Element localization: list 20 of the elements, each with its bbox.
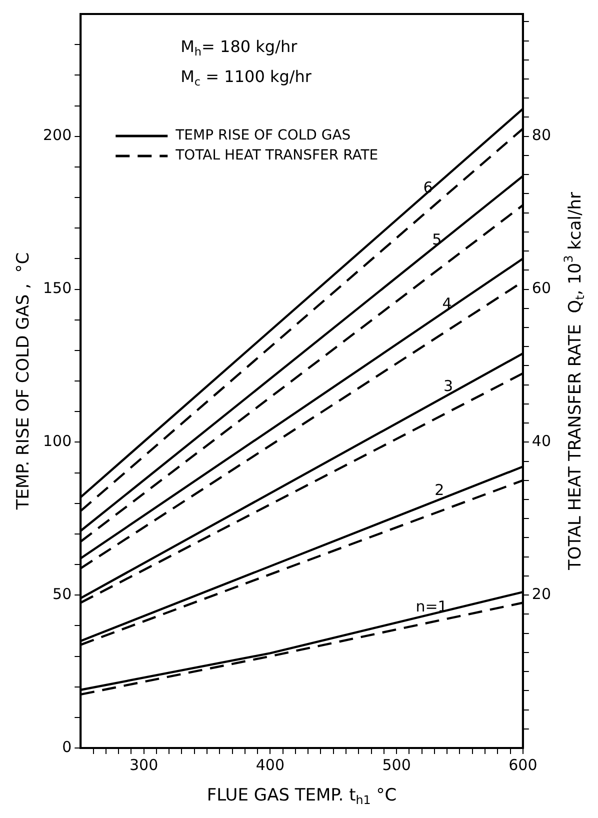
x-tick-label: 300 (129, 756, 158, 774)
y2-tick-label: 60 (532, 279, 552, 298)
annotation: 3 (444, 377, 454, 396)
x-tick-label: 500 (382, 756, 411, 774)
y2-axis-title: TOTAL HEAT TRANSFER RATE Qt, 103 kcal/hr (561, 192, 588, 571)
annotation: 2 (434, 481, 444, 500)
y2-tick-label: 40 (532, 432, 552, 450)
y2-tick-label: 80 (532, 126, 552, 144)
y-axis-title: TEMP. RISE OF COLD GAS , °C (13, 252, 34, 511)
x-tick-label: 600 (508, 756, 538, 774)
y-tick-label: 150 (42, 279, 72, 298)
x-tick-label: 400 (256, 756, 284, 774)
legend-label: TOTAL HEAT TRANSFER RATE (174, 148, 378, 164)
annotation: 4 (442, 294, 452, 313)
y2-tick-label: 20 (532, 584, 552, 603)
y-tick-label: 0 (62, 738, 72, 756)
y-tick-label: 200 (42, 126, 72, 144)
y-tick-label: 50 (52, 584, 72, 603)
y-tick-label: 100 (42, 432, 72, 450)
legend-label: TEMP RISE OF COLD GAS (174, 128, 351, 144)
